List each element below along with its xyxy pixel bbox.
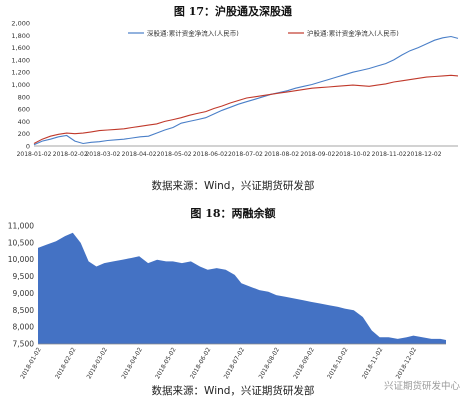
x-tick-label: 2018-08-02 bbox=[258, 346, 282, 380]
figure-18-title: 图 18：两融余额 bbox=[190, 207, 276, 220]
y-tick-label: 1,800 bbox=[11, 32, 30, 40]
x-tick-label: 2018-03-02 bbox=[85, 151, 120, 158]
figure-17-source: 数据来源：Wind，兴证期货研发部 bbox=[151, 180, 315, 192]
legend-label-0: 深股通:累计资金净流入(人民币) bbox=[147, 29, 239, 38]
y-tick-label: 1,600 bbox=[11, 44, 30, 52]
figure-17-title: 图 17：沪股通及深股通 bbox=[173, 5, 293, 18]
y-tick-label: 11,000 bbox=[8, 222, 34, 231]
y-tick-label: 10,500 bbox=[8, 238, 34, 247]
y-tick-label: 800 bbox=[18, 93, 30, 101]
figure-18-source: 数据来源：Wind，兴证期货研发部 bbox=[151, 385, 315, 397]
x-tick-label: 2018-09-02 bbox=[292, 346, 316, 380]
y-tick-label: 1,200 bbox=[11, 69, 30, 77]
x-tick-label: 2018-10-02 bbox=[335, 151, 370, 158]
series-line-1 bbox=[33, 74, 459, 144]
watermark-text: 兴证期货研发中心 bbox=[383, 381, 460, 392]
x-tick-label: 2018-07-02 bbox=[228, 151, 263, 158]
line-chart-northbound-flows: 0 200 400 600 800 1,000 1,200 1,400 1,600 1,800 2,… bbox=[11, 20, 459, 158]
y-tick-label: 8,500 bbox=[13, 306, 35, 315]
y-tick-label: 2,000 bbox=[11, 20, 30, 28]
area-chart-margin-balance: 7,500 8,000 8,500 9,000 9,500 10,000 10,500 11,… bbox=[8, 222, 446, 380]
x-tick-label: 2018-05-02 bbox=[154, 346, 178, 380]
x-tick-label: 2018-09-02 bbox=[300, 151, 335, 158]
y-tick-label: 600 bbox=[18, 106, 30, 114]
x-tick-label: 2018-10-02 bbox=[326, 346, 350, 380]
x-tick-label: 2018-11-02 bbox=[361, 346, 385, 380]
y-tick-label: 400 bbox=[18, 118, 30, 126]
x-tick-label: 2018-06-02 bbox=[193, 151, 228, 158]
series-area-0 bbox=[38, 232, 446, 344]
x-tick-label: 2018-02-02 bbox=[53, 151, 88, 158]
y-tick-label: 1,000 bbox=[11, 81, 30, 89]
x-tick-label: 2018-05-02 bbox=[157, 151, 192, 158]
x-tick-label: 2018-01-02 bbox=[17, 151, 52, 158]
y-tick-label: 9,500 bbox=[13, 272, 35, 281]
x-tick-label: 2018-07-02 bbox=[223, 346, 247, 380]
x-tick-label: 2018-03-02 bbox=[86, 346, 110, 380]
legend-label-1: 沪股通:累计资金净流入(人民币) bbox=[307, 29, 399, 38]
x-tick-label: 2018-01-02 bbox=[19, 346, 43, 380]
x-tick-label: 2018-12-02 bbox=[395, 346, 419, 380]
x-tick-label: 2018-11-02 bbox=[372, 151, 407, 158]
y-tick-label: 1,400 bbox=[11, 56, 30, 64]
y-tick-label: 7,500 bbox=[13, 340, 35, 349]
y-tick-label: 10,000 bbox=[8, 255, 34, 264]
series-line-0 bbox=[33, 35, 459, 146]
y-tick-label: 8,000 bbox=[13, 323, 35, 332]
x-tick-label: 2018-12-02 bbox=[407, 151, 442, 158]
y-tick-label: 200 bbox=[18, 130, 30, 138]
x-tick-label: 2018-04-02 bbox=[122, 151, 157, 158]
x-tick-label: 2018-04-02 bbox=[120, 346, 144, 380]
y-tick-label: 0 bbox=[26, 143, 30, 151]
y-tick-label: 9,000 bbox=[13, 289, 35, 298]
x-tick-label: 2018-08-02 bbox=[264, 151, 299, 158]
x-tick-label: 2018-02-02 bbox=[54, 346, 78, 380]
x-tick-label: 2018-06-02 bbox=[189, 346, 213, 380]
